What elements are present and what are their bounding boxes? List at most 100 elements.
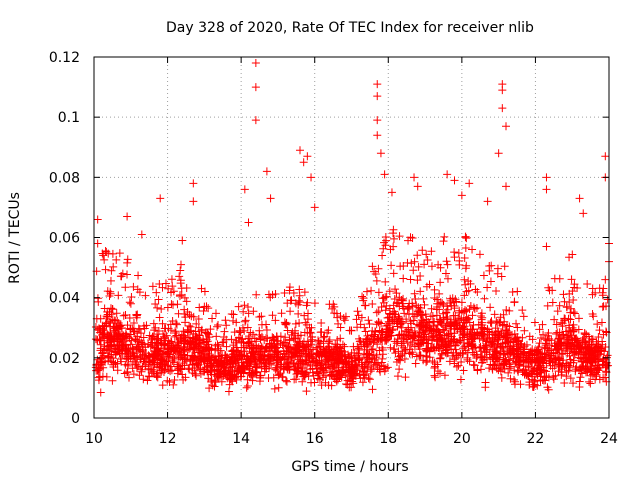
data-point bbox=[144, 372, 153, 381]
data-point bbox=[379, 298, 388, 307]
data-point bbox=[328, 304, 337, 313]
data-point bbox=[368, 345, 377, 354]
data-point bbox=[487, 261, 496, 270]
data-point bbox=[437, 349, 446, 358]
data-point bbox=[264, 373, 273, 382]
data-point bbox=[462, 261, 471, 270]
data-point bbox=[427, 304, 436, 313]
data-point bbox=[366, 367, 375, 376]
data-point bbox=[408, 233, 417, 242]
data-point bbox=[549, 372, 558, 381]
y-tick-label: 0.04 bbox=[49, 291, 80, 307]
data-point bbox=[255, 312, 264, 321]
data-point bbox=[439, 237, 448, 246]
data-point bbox=[236, 328, 245, 337]
data-point bbox=[309, 371, 318, 380]
data-point bbox=[476, 351, 485, 360]
data-point bbox=[363, 342, 372, 351]
data-point bbox=[568, 250, 577, 259]
data-point bbox=[135, 371, 144, 380]
data-point bbox=[176, 260, 185, 269]
data-point bbox=[597, 346, 606, 355]
data-point bbox=[432, 326, 441, 335]
data-point bbox=[353, 342, 362, 351]
data-point bbox=[540, 373, 549, 382]
data-point bbox=[163, 348, 172, 357]
data-point bbox=[213, 340, 222, 349]
data-point bbox=[567, 275, 576, 284]
data-point bbox=[167, 337, 175, 346]
data-point bbox=[231, 356, 240, 365]
data-point bbox=[93, 215, 102, 224]
data-point bbox=[441, 341, 450, 350]
data-point bbox=[232, 318, 241, 327]
data-point bbox=[505, 356, 514, 365]
data-point bbox=[580, 329, 589, 338]
data-point bbox=[262, 334, 271, 343]
data-point bbox=[414, 342, 423, 351]
data-point bbox=[576, 373, 585, 382]
data-point bbox=[377, 302, 386, 311]
data-point bbox=[266, 194, 275, 203]
data-point bbox=[310, 299, 319, 308]
data-point bbox=[214, 320, 223, 329]
data-point bbox=[158, 319, 167, 328]
data-point bbox=[365, 350, 374, 359]
data-point bbox=[387, 261, 396, 270]
data-point bbox=[463, 355, 472, 364]
data-point bbox=[423, 255, 432, 264]
data-point bbox=[347, 349, 356, 358]
data-point bbox=[106, 276, 115, 285]
data-point bbox=[515, 360, 524, 369]
data-point bbox=[378, 345, 387, 354]
x-tick-labels: 10 12 14 16 18 20 22 24 bbox=[85, 431, 618, 447]
data-point bbox=[381, 233, 390, 242]
data-point bbox=[325, 300, 334, 309]
data-point bbox=[443, 170, 452, 179]
data-point bbox=[450, 301, 459, 310]
data-point bbox=[504, 368, 513, 377]
data-point bbox=[402, 315, 411, 324]
x-tick-label: 12 bbox=[159, 431, 177, 447]
data-point bbox=[163, 341, 172, 350]
data-point bbox=[452, 351, 461, 360]
x-tick-label: 24 bbox=[600, 431, 618, 447]
data-point bbox=[534, 356, 543, 365]
data-point bbox=[560, 297, 569, 306]
data-point bbox=[115, 249, 124, 258]
data-point bbox=[262, 167, 271, 176]
data-point bbox=[586, 362, 595, 371]
data-point bbox=[601, 275, 610, 284]
data-point bbox=[175, 364, 184, 373]
data-point bbox=[294, 346, 303, 355]
data-point bbox=[232, 347, 241, 356]
data-point bbox=[410, 289, 419, 298]
data-point bbox=[557, 330, 566, 339]
data-point bbox=[255, 373, 264, 382]
data-point bbox=[506, 338, 515, 347]
x-tick-label: 14 bbox=[232, 431, 250, 447]
data-point bbox=[99, 332, 108, 341]
data-point bbox=[187, 312, 196, 321]
data-point bbox=[107, 357, 116, 366]
data-point bbox=[283, 363, 292, 372]
data-point bbox=[178, 236, 187, 245]
data-point bbox=[299, 343, 308, 352]
data-point bbox=[486, 345, 495, 354]
data-point bbox=[505, 306, 514, 315]
data-point bbox=[530, 318, 539, 327]
data-point bbox=[123, 346, 132, 355]
data-point bbox=[413, 276, 422, 285]
data-point bbox=[304, 347, 313, 356]
data-point bbox=[396, 351, 405, 360]
data-point bbox=[189, 179, 198, 188]
data-point bbox=[232, 372, 241, 381]
data-point bbox=[460, 254, 469, 263]
data-point bbox=[134, 361, 143, 370]
data-point bbox=[499, 347, 508, 356]
data-point bbox=[554, 340, 563, 349]
data-point bbox=[406, 275, 415, 284]
data-point bbox=[334, 370, 343, 379]
data-point bbox=[131, 357, 140, 366]
data-point bbox=[488, 364, 497, 373]
